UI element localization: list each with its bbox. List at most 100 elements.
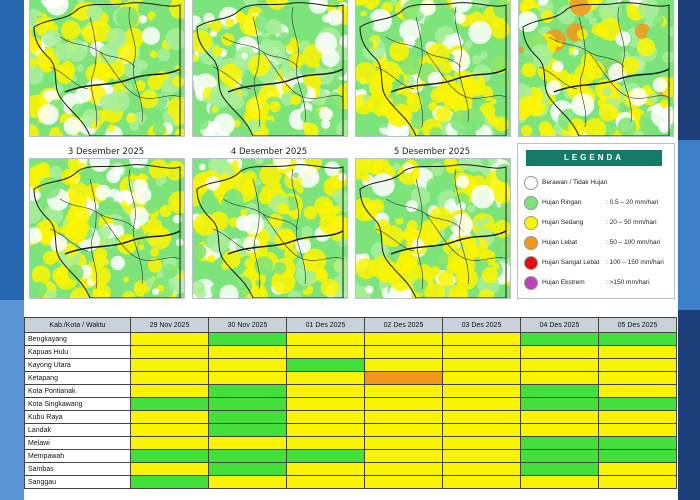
region-name-cell: Kota Pontianak [24, 384, 131, 398]
region-name-cell: Sambas [24, 462, 131, 476]
forecast-cell [208, 397, 287, 411]
forecast-cell [286, 358, 365, 372]
forecast-cell [520, 449, 599, 463]
forecast-cell [286, 462, 365, 476]
forecast-cell [130, 345, 209, 359]
forecast-cell [364, 397, 443, 411]
forecast-cell [130, 436, 209, 450]
forecast-cell [442, 358, 521, 372]
legend-label: Hujan Ekstrem [542, 279, 585, 286]
forecast-cell [364, 358, 443, 372]
forecast-cell [520, 475, 599, 489]
forecast-cell [442, 371, 521, 385]
forecast-cell [286, 345, 365, 359]
region-name-cell: Ketapang [24, 371, 131, 385]
legend-label: Hujan Sedang [542, 219, 584, 226]
legend-range: : 0.5 – 20 mm/hari [606, 199, 659, 206]
forecast-cell [364, 345, 443, 359]
forecast-cell [598, 332, 677, 346]
table-row: Kapuas Hulu [24, 345, 677, 359]
forecast-cell [130, 384, 209, 398]
forecast-cell [208, 332, 287, 346]
forecast-cell [598, 384, 677, 398]
table-row: Sanggau [24, 475, 677, 489]
column-header: 29 Nov 2025 [130, 317, 209, 333]
forecast-cell [520, 462, 599, 476]
forecast-cell [208, 345, 287, 359]
forecast-cell [598, 423, 677, 437]
column-header: 02 Des 2025 [364, 317, 443, 333]
forecast-cell [442, 410, 521, 424]
forecast-cell [130, 332, 209, 346]
forecast-cell [442, 384, 521, 398]
forecast-cell [598, 345, 677, 359]
legend-swatch [524, 256, 538, 270]
forecast-cell [520, 410, 599, 424]
column-header: 01 Des 2025 [286, 317, 365, 333]
forecast-cell [520, 397, 599, 411]
forecast-cell [208, 436, 287, 450]
region-name-cell: Kayong Utara [24, 358, 131, 372]
forecast-cell [364, 449, 443, 463]
legend-label: Hujan Sangat Lebat [542, 259, 600, 266]
region-name-cell: Kapuas Hulu [24, 345, 131, 359]
legend-label: Hujan Ringan [542, 199, 582, 206]
table-row: Kota Singkawang [24, 397, 677, 411]
forecast-cell [208, 475, 287, 489]
forecast-cell [442, 449, 521, 463]
table-header-row: Kab./Kota / Waktu 29 Nov 2025 30 Nov 202… [24, 317, 677, 333]
forecast-cell [598, 358, 677, 372]
legend-swatch [524, 236, 538, 250]
forecast-cell [598, 462, 677, 476]
forecast-cell [286, 410, 365, 424]
forecast-cell [286, 397, 365, 411]
forecast-cell [286, 436, 365, 450]
forecast-cell [442, 475, 521, 489]
forecast-map-1 [29, 0, 185, 137]
forecast-cell [208, 410, 287, 424]
map-date-label: 4 Desember 2025 [230, 147, 308, 157]
forecast-cell [130, 397, 209, 411]
region-name-cell: Mempawah [24, 449, 131, 463]
region-name-cell: Kubu Raya [24, 410, 131, 424]
forecast-cell [598, 436, 677, 450]
forecast-cell [598, 397, 677, 411]
forecast-cell [208, 462, 287, 476]
forecast-map-2 [192, 0, 348, 137]
table-row: Landak [24, 423, 677, 437]
forecast-cell [286, 449, 365, 463]
legend-swatch [524, 196, 538, 210]
left-background-strip-light [0, 300, 26, 500]
map-date-label: 3 Desember 2025 [67, 147, 145, 157]
forecast-cell [286, 332, 365, 346]
forecast-map-4 [518, 0, 674, 137]
column-header: 03 Des 2025 [442, 317, 521, 333]
forecast-map-7 [355, 158, 511, 299]
forecast-cell [442, 397, 521, 411]
forecast-map-5 [29, 158, 185, 299]
region-name-cell: Kota Singkawang [24, 397, 131, 411]
forecast-cell [520, 423, 599, 437]
table-row: Melawi [24, 436, 677, 450]
forecast-cell [130, 462, 209, 476]
forecast-cell [520, 384, 599, 398]
forecast-cell [598, 371, 677, 385]
forecast-cell [598, 475, 677, 489]
legend-box: LEGENDA Berawan / Tidak Hujan Hujan Ring… [517, 143, 675, 299]
forecast-cell [442, 462, 521, 476]
forecast-cell [208, 371, 287, 385]
column-header: 04 Des 2025 [520, 317, 599, 333]
table-body: Bengkayang Kapuas Hulu Kayong Utara Ketapan… [24, 332, 677, 489]
forecast-cell [364, 371, 443, 385]
forecast-cell [520, 332, 599, 346]
forecast-cell [130, 423, 209, 437]
forecast-cell [130, 358, 209, 372]
legend-title: LEGENDA [526, 150, 662, 166]
forecast-cell [208, 384, 287, 398]
table-row: Mempawah [24, 449, 677, 463]
forecast-cell [442, 332, 521, 346]
legend-range: : 100 – 150 mm/hari [606, 259, 664, 266]
legend-range: : >150 mm/hari [606, 279, 650, 286]
forecast-cell [520, 436, 599, 450]
forecast-cell [520, 358, 599, 372]
